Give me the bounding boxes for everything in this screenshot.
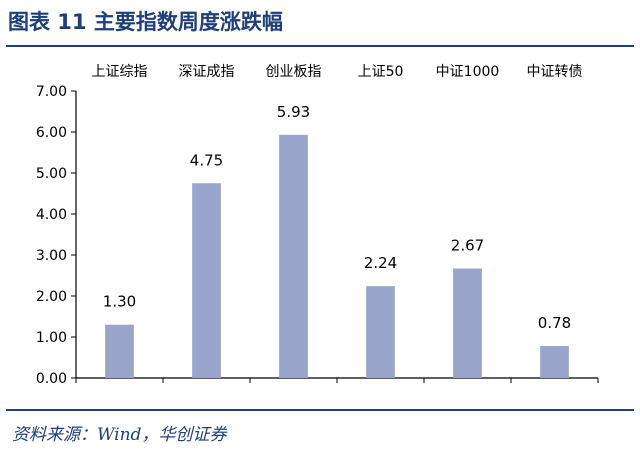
value-label: 0.78 [538, 314, 571, 332]
bar [279, 134, 308, 378]
bar [105, 324, 134, 378]
title-divider [6, 45, 634, 47]
value-labels: 1.30 4.75 5.93 2.24 2.67 0.78 [103, 103, 571, 332]
category-label: 上证综指 [92, 64, 148, 80]
bar [540, 346, 569, 378]
bar [192, 183, 221, 378]
y-tick-label: 5.00 [36, 166, 67, 182]
y-tick-label: 7.00 [36, 84, 67, 100]
value-label: 5.93 [277, 103, 310, 121]
y-axis: 0.00 1.00 2.00 3.00 4.00 5.00 6.00 7.00 [36, 84, 77, 387]
y-tick-label: 3.00 [36, 248, 67, 264]
y-tick-label: 6.00 [36, 125, 67, 141]
category-label: 中证转债 [527, 64, 583, 80]
y-tick-label: 2.00 [36, 289, 67, 305]
category-labels: 上证综指 深证成指 创业板指 上证50 中证1000 中证转债 [92, 64, 583, 80]
source-divider [6, 409, 634, 411]
value-label: 2.24 [364, 254, 397, 272]
figure-title: 图表 11 主要指数周度涨跌幅 [8, 10, 283, 34]
x-axis [75, 377, 599, 383]
bar [366, 286, 395, 378]
category-label: 创业板指 [266, 64, 322, 80]
y-tick-label: 0.00 [36, 371, 67, 387]
bar [453, 268, 482, 378]
value-label: 1.30 [103, 293, 136, 311]
y-tick-label: 4.00 [36, 207, 67, 223]
category-label: 上证50 [358, 64, 404, 80]
value-label: 2.67 [451, 237, 484, 255]
bars [105, 134, 569, 378]
y-tick-label: 1.00 [36, 330, 67, 346]
value-label: 4.75 [190, 151, 223, 169]
category-label: 中证1000 [436, 64, 500, 80]
category-label: 深证成指 [179, 64, 235, 80]
bar-chart: 0.00 1.00 2.00 3.00 4.00 5.00 6.00 7.00 上证综指 深证成… [36, 64, 599, 387]
source-note: 资料来源：Wind，华创证券 [12, 425, 227, 445]
